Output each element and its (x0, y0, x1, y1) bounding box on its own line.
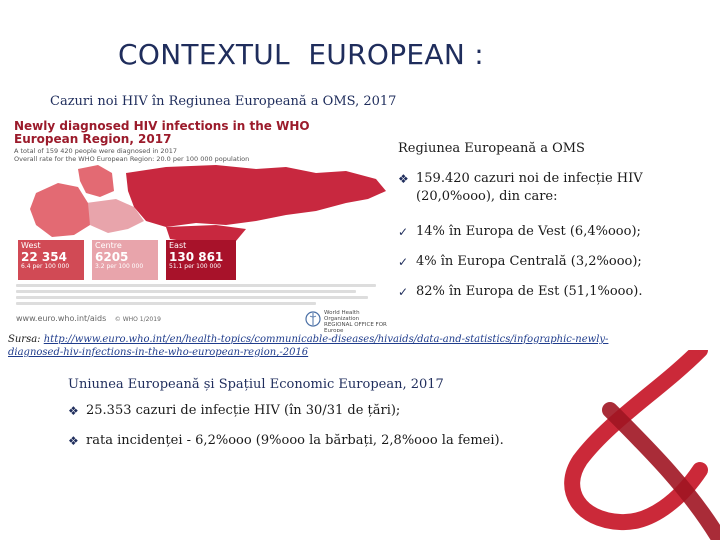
hiv-infographic: Newly diagnosed HIV infections in the WH… (8, 118, 392, 333)
diamond-bullet-icon: ❖ (68, 404, 79, 418)
region-east-rate: 51.1 per 100 000 (169, 263, 221, 270)
fineprint-line (16, 302, 316, 305)
source-link[interactable]: http://www.euro.who.int/en/health-topics… (8, 334, 609, 358)
region-west-cases: 22 354 (21, 250, 67, 264)
sub-bullet-text: 82% în Europa de Est (51,1%ooo). (416, 284, 643, 299)
infographic-url-text: www.euro.who.int/aids (16, 314, 107, 323)
diamond-bullet-icon: ❖ (68, 434, 79, 448)
region-east-box: East 130 861 51.1 per 100 000 (166, 240, 236, 280)
infographic-title: Newly diagnosed HIV infections in the WH… (14, 119, 310, 146)
who-logo-region: REGIONAL OFFICE FOR Europe (324, 322, 387, 332)
fineprint-line (16, 296, 368, 299)
fineprint-line (16, 284, 376, 287)
aids-ribbon-icon (564, 350, 720, 540)
sub-bullet-text: 14% în Europa de Vest (6,4%ooo); (416, 224, 641, 239)
region-central-name: Centre (95, 241, 122, 250)
main-bullet: ❖ 159.420 cazuri noi de infecție HIV (20… (398, 170, 713, 206)
infographic-url: www.euro.who.int/aids © WHO 1/2019 (16, 314, 161, 323)
fineprint-line (16, 290, 356, 293)
eu-bullet: ❖ rata incidenței - 6,2%ooo (9%ooo la bă… (68, 432, 628, 450)
page-subtitle: Cazuri noi HIV în Regiunea Europeană a O… (50, 94, 397, 109)
region-central-rate: 3.2 per 100 000 (95, 263, 144, 270)
sub-bullet: ✓ 14% în Europa de Vest (6,4%ooo); (398, 223, 713, 241)
infographic-total: A total of 159 420 people were diagnosed… (14, 147, 177, 155)
region-east-cases: 130 861 (169, 250, 224, 264)
europe-map (30, 165, 386, 243)
infographic-subtitle: A total of 159 420 people were diagnosed… (14, 147, 344, 163)
sub-bullet: ✓ 82% în Europa de Est (51,1%ooo). (398, 283, 713, 301)
eu-heading: Uniunea Europeană și Spațiul Economic Eu… (68, 377, 444, 392)
page-title: CONTEXTUL EUROPEAN : (118, 38, 485, 71)
diamond-bullet-icon: ❖ (398, 172, 409, 186)
who-region-heading: Regiunea Europeană a OMS (398, 141, 585, 156)
region-central-cases: 6205 (95, 250, 129, 264)
region-central-box: Centre 6205 3.2 per 100 000 (92, 240, 158, 280)
check-bullet-icon: ✓ (398, 285, 409, 299)
map-region-central (86, 199, 144, 233)
source-note: Sursa: http://www.euro.who.int/en/health… (8, 333, 648, 359)
infographic-copyright: © WHO 1/2019 (114, 316, 161, 323)
eu-bullet-text: rata incidenței - 6,2%ooo (9%ooo la bărb… (86, 433, 504, 448)
map-region-west (30, 183, 90, 237)
sub-bullet: ✓ 4% în Europa Centrală (3,2%ooo); (398, 253, 713, 271)
main-bullet-text: 159.420 cazuri noi de infecție HIV (20,0… (416, 171, 643, 204)
check-bullet-icon: ✓ (398, 225, 409, 239)
eu-bullet-text: 25.353 cazuri de infecție HIV (în 30/31 … (86, 403, 401, 418)
region-west-box: West 22 354 6.4 per 100 000 (18, 240, 84, 280)
infographic-rate: Overall rate for the WHO European Region… (14, 155, 250, 163)
who-logo-icon (305, 311, 321, 327)
region-east-name: East (169, 241, 187, 250)
eu-bullet: ❖ 25.353 cazuri de infecție HIV (în 30/3… (68, 402, 628, 420)
map-central-asia (166, 225, 246, 243)
map-region-east (126, 165, 386, 227)
region-west-rate: 6.4 per 100 000 (21, 263, 70, 270)
check-bullet-icon: ✓ (398, 255, 409, 269)
sub-bullet-text: 4% în Europa Centrală (3,2%ooo); (416, 254, 642, 269)
who-logo-name: World Health Organization (324, 310, 360, 322)
map-scandinavia (78, 165, 114, 197)
region-west-name: West (21, 241, 41, 250)
who-logo-text: World Health Organization REGIONAL OFFIC… (324, 310, 392, 332)
source-label: Sursa: (8, 334, 41, 345)
